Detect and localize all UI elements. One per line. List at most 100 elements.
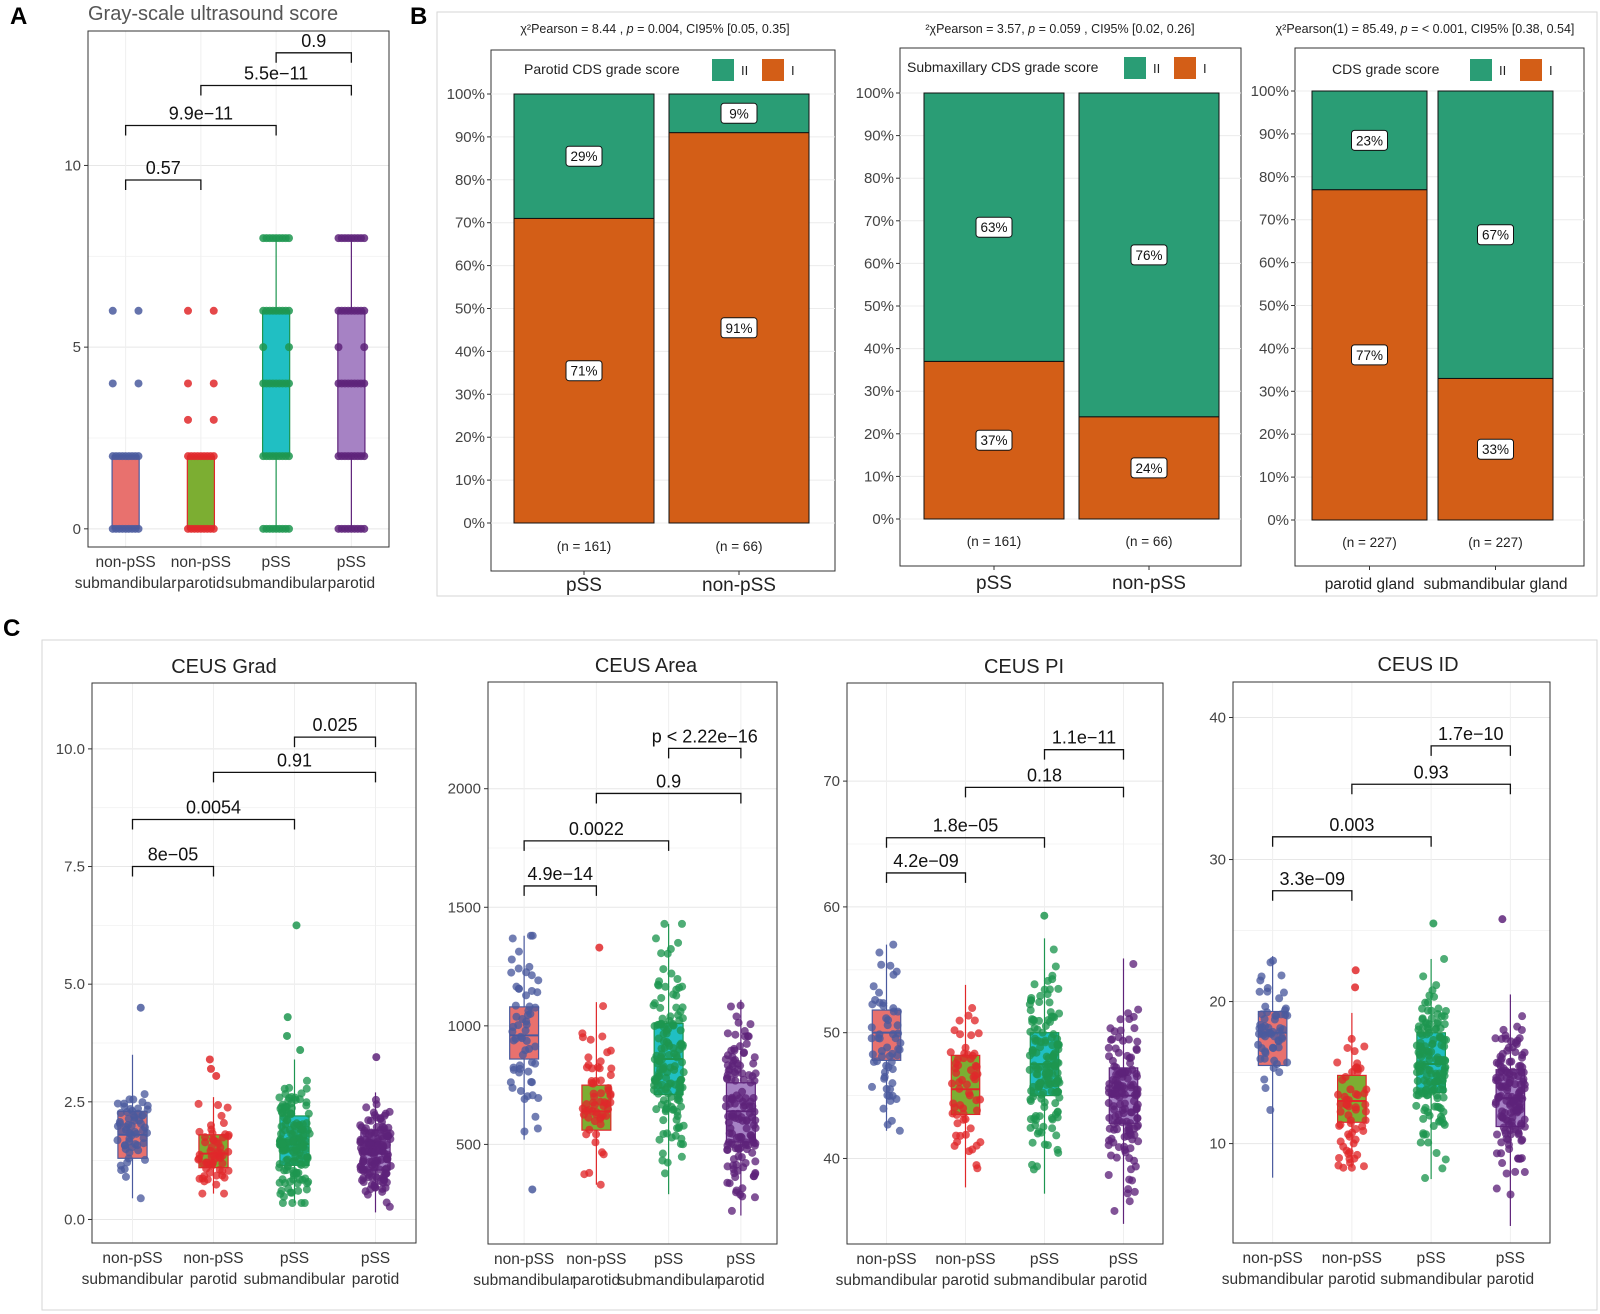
data-point (184, 306, 193, 315)
y-tick-label: 2000 (448, 781, 481, 798)
data-point (284, 1096, 293, 1105)
data-point (1133, 1037, 1142, 1046)
data-point (1436, 1085, 1445, 1094)
data-point (1416, 1138, 1425, 1147)
data-label: 37% (980, 433, 1007, 448)
data-point (1492, 1073, 1501, 1082)
data-point (677, 1134, 686, 1143)
data-point (1041, 1068, 1050, 1077)
panel-label-b: B (410, 3, 427, 30)
p-value-label: 0.9 (301, 31, 326, 51)
data-point (727, 1075, 736, 1084)
legend-title: Submaxillary CDS grade score (907, 59, 1099, 75)
outlier-point (283, 1013, 292, 1022)
data-point (385, 1202, 394, 1211)
data-point (956, 1030, 965, 1039)
data-point (527, 1058, 536, 1067)
stat-part: = < 0.001, CI95% [0.38, 0.54] (1408, 22, 1575, 36)
stat-part: = 0.059 , CI95% [0.02, 0.26] (1035, 22, 1195, 36)
data-point (670, 1065, 679, 1074)
data-point (363, 1190, 372, 1199)
data-point (1116, 1015, 1125, 1024)
n-label: (n = 227) (1468, 535, 1522, 550)
n-label: (n = 161) (967, 534, 1021, 549)
data-point (360, 524, 369, 533)
data-point (1423, 998, 1432, 1007)
data-point (198, 1189, 207, 1198)
x-label-group: pSS (726, 1251, 755, 1268)
data-point (1491, 1098, 1500, 1107)
y-tick-label: 100% (447, 86, 485, 103)
data-point (134, 306, 143, 315)
data-point (121, 1172, 130, 1181)
data-point (284, 234, 293, 243)
p-value-label: 0.57 (146, 158, 181, 178)
data-point (528, 931, 537, 940)
x-category-label: submandibular gland (1424, 576, 1568, 593)
y-tick-label: 20 (1209, 994, 1226, 1011)
data-point (678, 1058, 687, 1067)
legend-label-I: I (1203, 61, 1207, 76)
data-point (525, 962, 534, 971)
data-point (662, 1026, 671, 1035)
data-point (360, 343, 369, 352)
y-tick-label: 80% (864, 170, 894, 187)
data-point (655, 977, 664, 986)
data-point (607, 1064, 616, 1073)
data-point (1130, 1131, 1139, 1140)
data-point (659, 965, 668, 974)
data-point (661, 1105, 670, 1114)
chart-B2: ²χPearson = 3.57, p = 0.059 , CI95% [0.0… (856, 22, 1242, 594)
data-point (877, 960, 886, 969)
data-point (1130, 1090, 1139, 1099)
data-point (1045, 998, 1054, 1007)
data-label: 63% (980, 220, 1007, 235)
data-point (1263, 987, 1272, 996)
significance-bracket (275, 52, 353, 63)
chart-C2: 500 1000 1500 2000 CEUS Area non-pSS submandib… (448, 655, 778, 1289)
data-point (877, 1052, 886, 1061)
outlier-point (292, 921, 301, 930)
data-point (970, 1049, 979, 1058)
data-point (744, 1071, 753, 1080)
data-point (736, 1001, 745, 1010)
data-point (1051, 962, 1060, 971)
data-label-box (975, 216, 1013, 238)
data-point (1427, 1006, 1436, 1015)
data-point (224, 1166, 233, 1175)
data-point (868, 1050, 877, 1059)
data-point (507, 955, 516, 964)
data-point (1133, 1121, 1142, 1130)
data-point (184, 415, 193, 424)
data-point (596, 1057, 605, 1066)
data-point (654, 1089, 663, 1098)
data-point (599, 1002, 608, 1011)
data-point (961, 1043, 970, 1052)
data-point (1336, 1100, 1345, 1109)
data-point (1432, 1091, 1441, 1100)
data-point (1133, 1114, 1142, 1123)
data-point (126, 1129, 135, 1138)
data-label-box (1351, 129, 1388, 151)
data-point (884, 1063, 893, 1072)
y-tick-label: 1000 (448, 1018, 481, 1035)
data-point (673, 974, 682, 983)
data-point (893, 1021, 902, 1030)
data-point (1496, 1082, 1505, 1091)
data-point (659, 1129, 668, 1138)
data-point (1505, 1057, 1514, 1066)
legend-swatch-I (762, 59, 784, 81)
data-point (1501, 1034, 1510, 1043)
p-value-label: 5.5e−11 (244, 64, 308, 84)
data-point (194, 1154, 203, 1163)
x-label-tissue: parotid (573, 1272, 620, 1289)
data-point (1501, 1081, 1510, 1090)
data-point (1126, 1081, 1135, 1090)
data-point (654, 1034, 663, 1043)
data-point (950, 1026, 959, 1035)
data-point (746, 1131, 755, 1140)
data-point (1344, 1111, 1353, 1120)
data-label: 91% (725, 321, 752, 336)
x-label-group: non-pSS (856, 1251, 916, 1268)
data-point (887, 1116, 896, 1125)
